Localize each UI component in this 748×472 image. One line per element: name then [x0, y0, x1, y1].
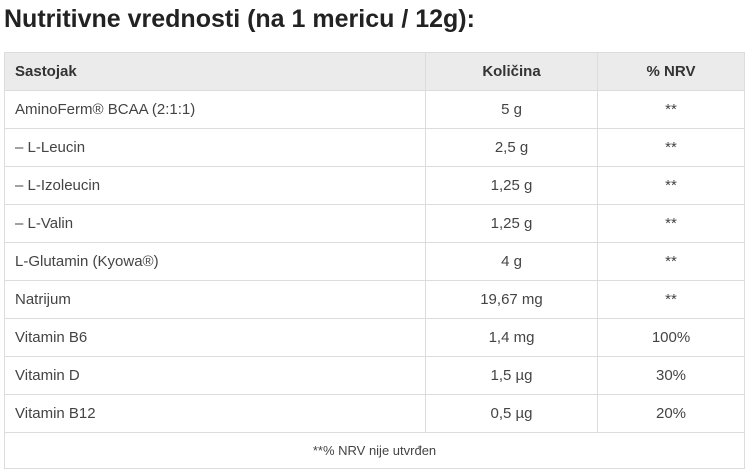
amount-cell: 2,5 g	[425, 128, 598, 167]
nrv-cell: 100%	[597, 318, 745, 357]
amount-cell: 5 g	[425, 90, 598, 129]
nrv-cell: 20%	[597, 394, 745, 433]
nutrition-table: Sastojak Količina % NRV AminoFerm® BCAA …	[4, 52, 745, 469]
table-row: Vitamin D 1,5 µg 30%	[4, 356, 745, 395]
ingredient-cell: Vitamin D	[4, 356, 426, 395]
table-row: Natrijum 19,67 mg **	[4, 280, 745, 319]
footnote: **% NRV nije utvrđen	[4, 432, 745, 469]
nrv-cell: **	[597, 280, 745, 319]
amount-cell: 1,25 g	[425, 204, 598, 243]
amount-cell: 1,5 µg	[425, 356, 598, 395]
ingredient-cell: Natrijum	[4, 280, 426, 319]
nrv-cell: **	[597, 128, 745, 167]
table-row: AminoFerm® BCAA (2:1:1) 5 g **	[4, 90, 745, 129]
table-row: Vitamin B12 0,5 µg 20%	[4, 394, 745, 433]
table-row: L-Glutamin (Kyowa®) 4 g **	[4, 242, 745, 281]
amount-cell: 1,4 mg	[425, 318, 598, 357]
ingredient-cell: Vitamin B12	[4, 394, 426, 433]
ingredient-cell: – L-Izoleucin	[4, 166, 426, 205]
page-title: Nutritivne vrednosti (na 1 mericu / 12g)…	[4, 5, 475, 33]
table-row: – L-Valin 1,25 g **	[4, 204, 745, 243]
ingredient-cell: – L-Leucin	[4, 128, 426, 167]
nrv-cell: **	[597, 90, 745, 129]
ingredient-cell: Vitamin B6	[4, 318, 426, 357]
ingredient-cell: L-Glutamin (Kyowa®)	[4, 242, 426, 281]
nrv-cell: **	[597, 166, 745, 205]
amount-cell: 1,25 g	[425, 166, 598, 205]
nrv-cell: **	[597, 242, 745, 281]
footnote-row: **% NRV nije utvrđen	[4, 432, 745, 469]
ingredient-cell: AminoFerm® BCAA (2:1:1)	[4, 90, 426, 129]
amount-cell: 0,5 µg	[425, 394, 598, 433]
table-header-row: Sastojak Količina % NRV	[4, 52, 745, 91]
amount-cell: 19,67 mg	[425, 280, 598, 319]
table-row: – L-Izoleucin 1,25 g **	[4, 166, 745, 205]
header-ingredient: Sastojak	[4, 52, 426, 91]
header-amount: Količina	[425, 52, 598, 91]
amount-cell: 4 g	[425, 242, 598, 281]
table-row: – L-Leucin 2,5 g **	[4, 128, 745, 167]
ingredient-cell: – L-Valin	[4, 204, 426, 243]
table-row: Vitamin B6 1,4 mg 100%	[4, 318, 745, 357]
nrv-cell: **	[597, 204, 745, 243]
header-nrv: % NRV	[597, 52, 745, 91]
nrv-cell: 30%	[597, 356, 745, 395]
